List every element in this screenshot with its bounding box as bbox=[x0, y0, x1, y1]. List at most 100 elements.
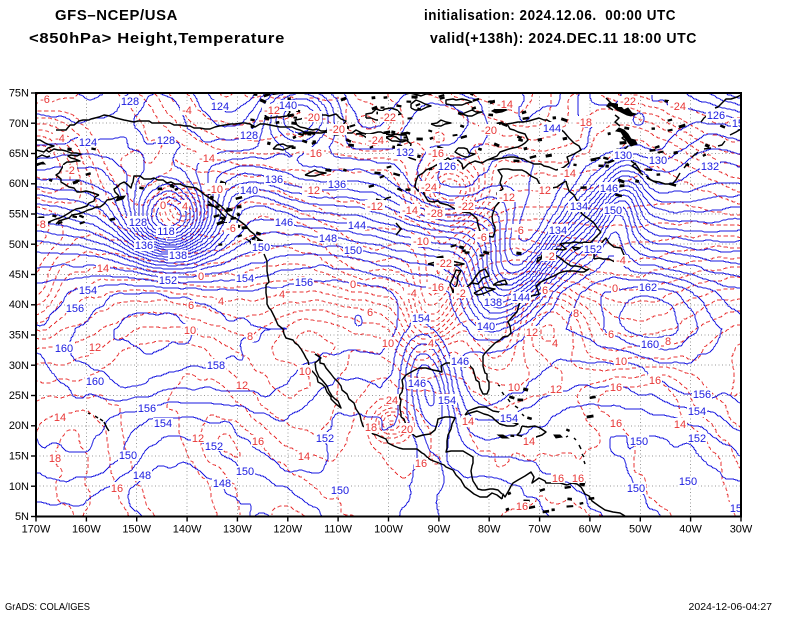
svg-text:160: 160 bbox=[641, 339, 659, 351]
svg-text:18: 18 bbox=[365, 422, 377, 434]
svg-text:154: 154 bbox=[688, 406, 706, 418]
svg-text:154: 154 bbox=[412, 313, 430, 325]
svg-text:60W: 60W bbox=[579, 524, 602, 536]
svg-text:-22: -22 bbox=[380, 112, 396, 124]
svg-text:160: 160 bbox=[55, 343, 73, 355]
svg-text:128: 128 bbox=[121, 96, 139, 108]
svg-text:18: 18 bbox=[49, 453, 61, 465]
svg-text:138: 138 bbox=[169, 250, 187, 262]
svg-text:-20: -20 bbox=[481, 125, 497, 137]
svg-text:4: 4 bbox=[552, 338, 558, 350]
svg-text:10: 10 bbox=[508, 382, 520, 394]
svg-text:154: 154 bbox=[154, 418, 172, 430]
svg-text:148: 148 bbox=[133, 470, 151, 482]
svg-text:6: 6 bbox=[608, 329, 614, 341]
svg-text:14: 14 bbox=[462, 416, 474, 428]
svg-text:156: 156 bbox=[295, 277, 313, 289]
svg-text:2024-12-06-04:27: 2024-12-06-04:27 bbox=[689, 601, 773, 613]
svg-text:80W: 80W bbox=[478, 524, 501, 536]
svg-text:140: 140 bbox=[240, 185, 258, 197]
svg-text:8: 8 bbox=[665, 336, 671, 348]
svg-text:16: 16 bbox=[610, 418, 622, 430]
svg-text:-12: -12 bbox=[264, 105, 280, 117]
svg-text:12: 12 bbox=[236, 380, 248, 392]
svg-text:16: 16 bbox=[552, 473, 564, 485]
svg-text:150: 150 bbox=[630, 436, 648, 448]
svg-text:GFS–NCEP/USA: GFS–NCEP/USA bbox=[55, 8, 178, 24]
svg-text:initialisation: 2024.12.06. 0: initialisation: 2024.12.06. 00:00 UTC bbox=[424, 8, 676, 24]
svg-text:150: 150 bbox=[119, 450, 137, 462]
svg-text:0: 0 bbox=[350, 279, 356, 291]
svg-text:100W: 100W bbox=[374, 524, 403, 536]
svg-text:156: 156 bbox=[693, 389, 711, 401]
svg-text:146: 146 bbox=[275, 217, 293, 229]
svg-text:128: 128 bbox=[129, 217, 147, 229]
svg-text:-14: -14 bbox=[199, 153, 215, 165]
svg-text:150: 150 bbox=[344, 245, 362, 257]
svg-text:10: 10 bbox=[615, 356, 627, 368]
svg-text:124: 124 bbox=[79, 137, 97, 149]
svg-text:160W: 160W bbox=[72, 524, 101, 536]
svg-text:4: 4 bbox=[428, 338, 434, 350]
svg-text:132: 132 bbox=[701, 161, 719, 173]
svg-text:160: 160 bbox=[86, 376, 104, 388]
svg-text:152: 152 bbox=[688, 433, 706, 445]
svg-text:158: 158 bbox=[207, 360, 225, 372]
svg-text:-22: -22 bbox=[436, 258, 452, 270]
svg-text:128: 128 bbox=[157, 135, 175, 147]
svg-text:0: 0 bbox=[198, 271, 204, 283]
svg-text:16: 16 bbox=[415, 458, 427, 470]
svg-text:25N: 25N bbox=[9, 390, 29, 402]
svg-text:-20: -20 bbox=[329, 124, 345, 136]
svg-text:4: 4 bbox=[279, 289, 285, 301]
svg-text:156: 156 bbox=[138, 403, 156, 415]
svg-text:110W: 110W bbox=[324, 524, 353, 536]
svg-text:150: 150 bbox=[236, 466, 254, 478]
svg-text:138: 138 bbox=[484, 297, 502, 309]
svg-text:146: 146 bbox=[600, 183, 618, 195]
svg-text:-14: -14 bbox=[497, 99, 513, 111]
svg-text:12: 12 bbox=[526, 327, 538, 339]
svg-text:-12: -12 bbox=[499, 192, 515, 204]
svg-text:16: 16 bbox=[516, 501, 528, 513]
svg-text:5N: 5N bbox=[15, 511, 29, 523]
svg-text:134: 134 bbox=[570, 201, 588, 213]
svg-text:15N: 15N bbox=[9, 451, 29, 463]
svg-text:16: 16 bbox=[111, 483, 123, 495]
svg-text:-12: -12 bbox=[367, 201, 383, 213]
svg-text:75N: 75N bbox=[9, 88, 29, 100]
svg-text:148: 148 bbox=[319, 233, 337, 245]
svg-text:-4: -4 bbox=[55, 133, 65, 145]
svg-text:8: 8 bbox=[573, 308, 579, 320]
svg-text:-8: -8 bbox=[36, 219, 46, 231]
svg-text:-16: -16 bbox=[428, 148, 444, 160]
svg-text:-6: -6 bbox=[40, 94, 50, 106]
svg-text:118: 118 bbox=[157, 226, 175, 238]
svg-text:20: 20 bbox=[401, 424, 413, 436]
svg-text:-14: -14 bbox=[402, 205, 418, 217]
svg-text:-22: -22 bbox=[620, 96, 636, 108]
svg-text:150: 150 bbox=[331, 485, 349, 497]
svg-text:-24: -24 bbox=[670, 101, 686, 113]
svg-text:12: 12 bbox=[550, 384, 562, 396]
svg-text:-10: -10 bbox=[413, 236, 429, 248]
svg-text:162: 162 bbox=[639, 282, 657, 294]
svg-text:130W: 130W bbox=[223, 524, 252, 536]
svg-text:150: 150 bbox=[679, 476, 697, 488]
svg-text:50W: 50W bbox=[629, 524, 652, 536]
svg-text:4: 4 bbox=[182, 201, 188, 213]
svg-text:50N: 50N bbox=[9, 239, 29, 251]
svg-text:154: 154 bbox=[732, 118, 750, 130]
svg-text:40N: 40N bbox=[9, 299, 29, 311]
svg-text:150W: 150W bbox=[122, 524, 151, 536]
svg-text:150: 150 bbox=[627, 483, 645, 495]
svg-text:150: 150 bbox=[604, 205, 622, 217]
svg-text:12: 12 bbox=[192, 433, 204, 445]
svg-text:-18: -18 bbox=[576, 117, 592, 129]
svg-text:-2: -2 bbox=[456, 288, 466, 300]
svg-text:-6: -6 bbox=[514, 225, 524, 237]
svg-text:-2: -2 bbox=[65, 165, 75, 177]
svg-text:14: 14 bbox=[674, 419, 686, 431]
svg-text:24: 24 bbox=[386, 395, 398, 407]
svg-text:55N: 55N bbox=[9, 209, 29, 221]
